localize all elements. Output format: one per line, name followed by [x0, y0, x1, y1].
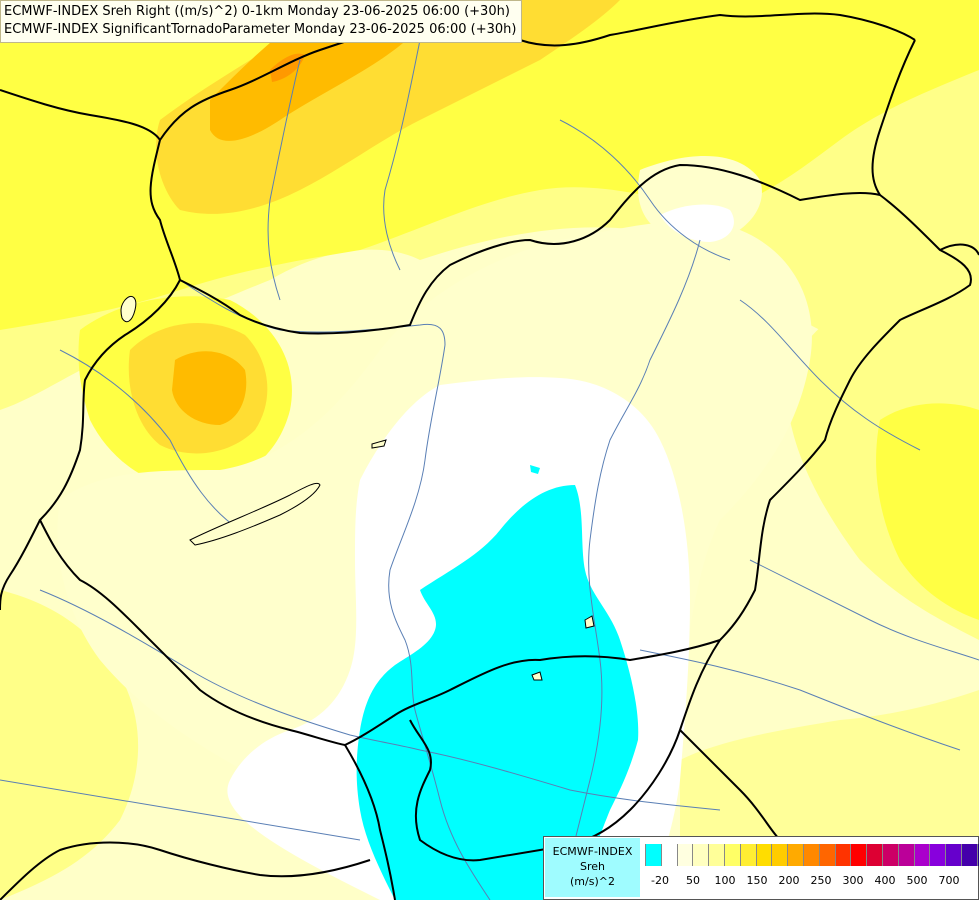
- border-romania-serbia: [679, 729, 781, 841]
- legend-swatch: [913, 844, 930, 866]
- title-line-1: ECMWF-INDEX Sreh Right ((m/s)^2) 0-1km M…: [4, 4, 510, 19]
- border-romania-ukraine: [939, 243, 979, 256]
- river-northeast: [559, 119, 731, 261]
- river-mures: [749, 559, 979, 661]
- legend-swatch: [739, 844, 756, 866]
- legend-tick-label: 150: [746, 874, 768, 887]
- border-croatia-serbia: [344, 744, 396, 900]
- legend-tick-label: 300: [842, 874, 864, 887]
- cyan-spot: [530, 465, 540, 474]
- border-ukraine: [871, 39, 916, 196]
- river-north-2: [383, 39, 421, 271]
- rivers: [0, 39, 979, 900]
- river-south: [419, 749, 721, 811]
- legend-swatch: [676, 844, 693, 866]
- border-bosnia: [0, 841, 371, 900]
- legend-swatch: [850, 844, 867, 866]
- river-east: [739, 299, 921, 451]
- legend-swatch: [881, 844, 898, 866]
- river-west: [59, 349, 241, 531]
- yellow-strong-east: [876, 403, 979, 620]
- lake-small-1: [371, 439, 387, 449]
- legend-swatch: [645, 844, 661, 866]
- lake-small-3: [531, 671, 543, 681]
- legend-tick-label: 500: [906, 874, 928, 887]
- legend-tick-label: 50: [686, 874, 700, 887]
- legend-swatch: [818, 844, 835, 866]
- river-north-1: [267, 59, 301, 301]
- river-tisza: [559, 239, 701, 900]
- legend-tick-label: 250: [810, 874, 832, 887]
- yellow-area-southwest: [0, 590, 139, 900]
- legend-swatch: [897, 844, 914, 866]
- legend-swatch: [708, 844, 724, 866]
- white-spot-northeast: [660, 204, 734, 242]
- lake-balaton: [189, 482, 321, 546]
- border-serbia: [409, 639, 721, 862]
- legend-label: ECMWF-INDEX Sreh (m/s)^2: [545, 838, 640, 897]
- legend-tick-label: -20: [651, 874, 669, 887]
- river-danube: [388, 344, 491, 900]
- legend-tick-label: 700: [938, 874, 960, 887]
- river-drava: [39, 589, 421, 751]
- yellow-area-southeast: [680, 690, 979, 836]
- river-sava: [0, 779, 361, 841]
- legend-swatch: [660, 844, 677, 866]
- legend-swatch: [929, 844, 946, 866]
- legend-tick-label: 400: [874, 874, 896, 887]
- legend-ticks: -20 50 100 150 200 250 300 400 500 700: [645, 874, 975, 890]
- legend-parameter: Sreh: [579, 860, 605, 873]
- legend-swatch: [692, 844, 709, 866]
- legend-swatch: [802, 844, 819, 866]
- legend-color-bar: [645, 844, 979, 866]
- border-croatia: [0, 519, 41, 611]
- legend-swatch: [755, 844, 772, 866]
- border-hungary: [38, 163, 972, 747]
- river-danube-north: [179, 279, 446, 346]
- legend-swatch: [960, 844, 977, 866]
- legend-swatch: [723, 844, 740, 866]
- legend-tick-label: 200: [778, 874, 800, 887]
- legend-swatch: [787, 844, 803, 866]
- color-legend: ECMWF-INDEX Sreh (m/s)^2 -20 50 100 150 200 2…: [543, 836, 979, 900]
- legend-swatch: [866, 844, 882, 866]
- legend-model: ECMWF-INDEX: [552, 845, 633, 858]
- legend-swatch: [834, 844, 851, 866]
- title-line-2: ECMWF-INDEX SignificantTornadoParameter …: [4, 22, 517, 37]
- legend-swatch: [976, 844, 979, 866]
- orange-area-west: [172, 351, 247, 425]
- legend-tick-label: 100: [714, 874, 736, 887]
- river-southeast: [639, 649, 961, 751]
- cyan-area: [356, 485, 639, 900]
- lake-small-2: [584, 615, 595, 629]
- legend-swatch: [945, 844, 961, 866]
- legend-unit: (m/s)^2: [570, 875, 615, 888]
- map-title-box: ECMWF-INDEX Sreh Right ((m/s)^2) 0-1km M…: [0, 0, 523, 43]
- legend-swatch: [771, 844, 788, 866]
- lake-neusiedl: [120, 295, 137, 323]
